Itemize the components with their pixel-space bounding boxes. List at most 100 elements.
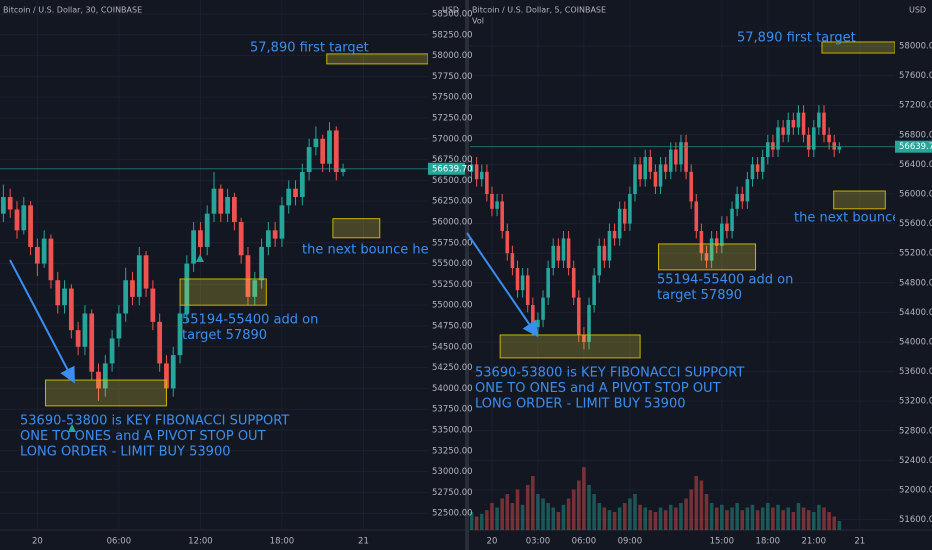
candle-body bbox=[699, 231, 704, 254]
y-tick-label: 53000.00 bbox=[432, 467, 473, 477]
y-tick-label: 53200.00 bbox=[899, 397, 932, 407]
y-tick-label: 57000.00 bbox=[432, 134, 473, 144]
volume-bar bbox=[617, 507, 622, 530]
volume-bar bbox=[801, 507, 806, 530]
y-tick-label: 52400.00 bbox=[899, 456, 932, 466]
price-zone bbox=[833, 190, 886, 210]
y-tick-label: 56500.00 bbox=[432, 176, 473, 186]
volume-bar bbox=[720, 504, 724, 530]
candle-body bbox=[520, 275, 525, 291]
volume-bar bbox=[643, 507, 647, 530]
volume-bar bbox=[699, 480, 704, 530]
signal-marker bbox=[68, 424, 76, 432]
candle-body bbox=[781, 127, 785, 135]
y-tick-label: 56750.00 bbox=[432, 155, 473, 165]
y-tick-label: 55000.00 bbox=[432, 301, 473, 311]
y-tick-label: 52750.00 bbox=[432, 488, 473, 498]
y-axis-label: USD bbox=[909, 6, 926, 15]
candle-body bbox=[191, 230, 196, 264]
candle-body bbox=[536, 319, 540, 328]
candle-body bbox=[801, 112, 806, 135]
candle-body bbox=[709, 238, 714, 261]
y-tick-label: 58000.00 bbox=[899, 42, 932, 52]
candle-body bbox=[204, 213, 210, 247]
volume-bar bbox=[760, 507, 765, 530]
candle-body bbox=[299, 172, 305, 198]
candle-body bbox=[320, 138, 326, 164]
y-tick-label: 57750.00 bbox=[432, 72, 473, 82]
annotation: 55194-55400 add on bbox=[657, 273, 793, 288]
volume-bar bbox=[735, 503, 739, 530]
candle-body bbox=[663, 164, 668, 172]
candle-body bbox=[571, 267, 576, 298]
candle-body bbox=[479, 171, 484, 180]
price-zone bbox=[499, 334, 641, 359]
candle-body bbox=[470, 164, 474, 172]
candle-body bbox=[474, 164, 479, 180]
volume-bar bbox=[525, 485, 530, 530]
candle-body bbox=[306, 147, 312, 173]
volume-bar bbox=[684, 498, 688, 530]
volume-bar bbox=[551, 507, 556, 530]
volume-bar bbox=[470, 512, 474, 530]
volume-bar bbox=[495, 507, 499, 530]
candle-body bbox=[658, 164, 663, 187]
candle-body bbox=[68, 288, 74, 331]
annotation: target 57890 bbox=[657, 288, 742, 303]
annotation: 57,890 first target bbox=[737, 31, 856, 46]
volume-bar bbox=[566, 498, 571, 530]
volume-bar bbox=[653, 512, 658, 530]
x-tick-label: 18:00 bbox=[756, 537, 781, 547]
volume-bar bbox=[704, 494, 709, 530]
candle-body bbox=[109, 338, 115, 364]
y-tick-label: 54250.00 bbox=[432, 363, 473, 373]
candle-body bbox=[776, 127, 780, 150]
volume-bar bbox=[515, 489, 520, 530]
volume-bar bbox=[597, 503, 602, 530]
volume-bar bbox=[694, 476, 699, 530]
candle-body bbox=[272, 230, 278, 239]
volume-bar bbox=[663, 510, 668, 530]
x-tick-label: 15:00 bbox=[710, 537, 735, 547]
candle-body bbox=[28, 205, 33, 247]
price-zone bbox=[332, 218, 381, 239]
annotation: 55194-55400 add on bbox=[182, 313, 318, 328]
last-price-label: 56639.70 bbox=[899, 142, 932, 152]
x-tick-label: 21:00 bbox=[802, 537, 827, 547]
candle-body bbox=[495, 201, 499, 209]
volume-bar bbox=[479, 513, 484, 530]
candle-body bbox=[265, 230, 271, 247]
y-tick-label: 54000.00 bbox=[899, 337, 932, 347]
candle-body bbox=[694, 201, 699, 232]
candle-body bbox=[164, 363, 169, 389]
volume-bar bbox=[832, 516, 837, 530]
candle-body bbox=[556, 245, 561, 261]
candle-body bbox=[525, 275, 530, 305]
volume-bar bbox=[755, 510, 760, 530]
volume-bar bbox=[577, 480, 581, 530]
volume-bar bbox=[740, 510, 745, 530]
x-tick-label: 21 bbox=[854, 537, 865, 547]
volume-bar bbox=[633, 494, 637, 530]
x-tick-label: 06:00 bbox=[107, 537, 132, 547]
y-tick-label: 54000.00 bbox=[432, 384, 473, 394]
candle-body bbox=[62, 288, 67, 306]
annotation: 53690-53800 is KEY FIBONACCI SUPPORT bbox=[475, 366, 744, 381]
candle-body bbox=[232, 197, 237, 222]
candle-body bbox=[184, 263, 190, 314]
candle-body bbox=[653, 171, 658, 187]
volume-bar bbox=[520, 504, 525, 530]
candle-body bbox=[730, 208, 734, 232]
candle-body bbox=[313, 138, 319, 148]
candle-body bbox=[102, 363, 108, 389]
candle-body bbox=[485, 171, 489, 195]
volume-bar bbox=[817, 504, 821, 530]
y-tick-label: 57250.00 bbox=[432, 113, 473, 123]
y-tick-label: 57600.00 bbox=[899, 71, 932, 81]
volume-bar bbox=[750, 504, 755, 530]
candle-body bbox=[607, 231, 612, 261]
volume-bar bbox=[827, 512, 831, 530]
volume-bar bbox=[786, 507, 791, 530]
volume-bar bbox=[628, 498, 632, 530]
candle-body bbox=[720, 223, 724, 246]
